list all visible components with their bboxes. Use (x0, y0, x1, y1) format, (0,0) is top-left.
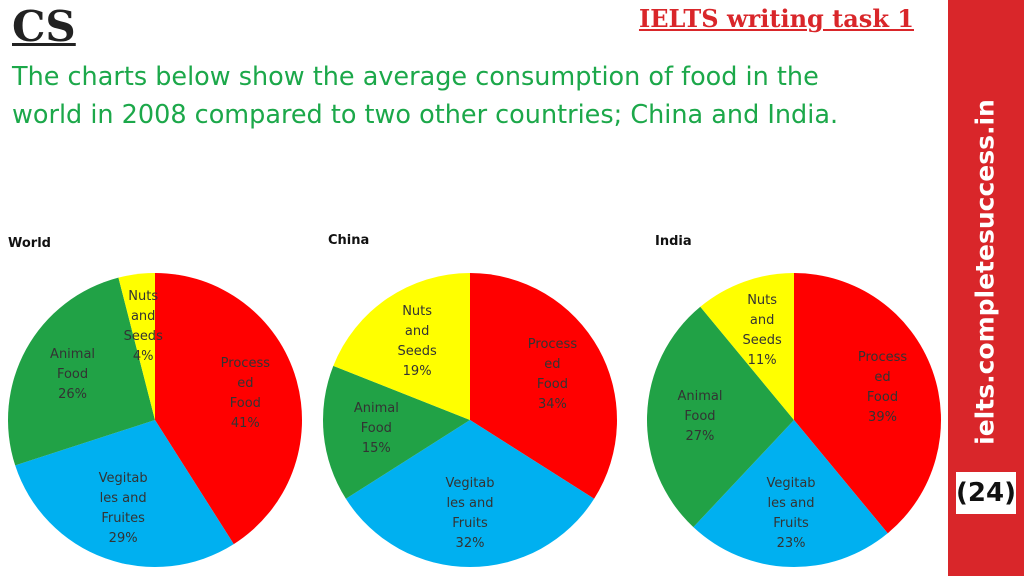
value-label: 4% (132, 348, 154, 364)
pie-slice (118, 273, 155, 420)
pie-slice (322, 365, 470, 499)
pie-slice (470, 273, 617, 499)
value-label: 34% (537, 396, 567, 412)
slice-label: Process ed Food 39% (858, 348, 907, 428)
slice-label: Animal Food 27% (677, 387, 722, 447)
pie-slice (693, 420, 888, 567)
value-label: 26% (58, 386, 87, 402)
page-number: (24) (956, 472, 1016, 514)
chart-title: China (328, 233, 370, 248)
slice-label: Vegitab les and Fruits 32% (445, 474, 494, 554)
category-label: Animal Food (353, 400, 399, 436)
slice-label: Nuts and Seeds 19% (397, 302, 436, 382)
task-title: IELTS writing task 1 (638, 4, 914, 33)
value-label: 39% (868, 410, 897, 426)
site-url: ielts.completesuccess.in (970, 99, 1000, 445)
value-label: 32% (455, 536, 485, 552)
slice-label: Animal Food 15% (354, 399, 399, 459)
value-label: 11% (747, 353, 777, 369)
category-label: Vegitab les and Fruits (445, 476, 495, 532)
pie-slice (15, 420, 234, 567)
value-label: 23% (776, 536, 806, 552)
category-label: Vegitab les and Fruites (98, 470, 148, 526)
slice-label: Process ed Food 34% (528, 335, 577, 415)
slice-label: Vegitab les and Fruits 23% (767, 474, 816, 554)
category-label: Vegitab les and Fruits (766, 476, 816, 532)
chart-title: India (655, 234, 692, 249)
value-label: 29% (108, 530, 138, 546)
slice-label: Nuts and Seeds 11% (742, 291, 781, 371)
category-label: Process ed Food (527, 336, 578, 392)
value-label: 27% (685, 429, 715, 445)
category-label: Nuts and Seeds (742, 293, 782, 349)
chart-title: World (8, 236, 51, 251)
prompt: The charts below show the average consum… (12, 62, 839, 130)
category-label: Process ed Food (857, 350, 908, 406)
pie-slice (794, 273, 941, 534)
pie-slice (7, 277, 155, 466)
slice-label: Animal Food 26% (50, 345, 95, 405)
category-label: Animal Food (677, 389, 723, 425)
slice-label: Nuts and Seeds 4% (124, 287, 163, 367)
category-label: Nuts and Seeds (397, 304, 437, 360)
pie-slice (647, 306, 794, 528)
slice-label: Vegitab les and Fruites 29% (99, 469, 148, 549)
slice-label: Process ed Food 41% (221, 354, 270, 434)
category-label: Animal Food (50, 346, 96, 382)
pie-slice (333, 273, 470, 420)
pie-slice (700, 273, 794, 420)
value-label: 19% (402, 364, 432, 380)
pie-slice (345, 420, 595, 568)
logo: CS (12, 2, 76, 51)
value-label: 41% (230, 415, 260, 431)
category-label: Nuts and Seeds (123, 288, 163, 344)
value-label: 15% (361, 440, 391, 456)
pie-slice (155, 273, 303, 545)
category-label: Process ed Food (220, 355, 271, 411)
